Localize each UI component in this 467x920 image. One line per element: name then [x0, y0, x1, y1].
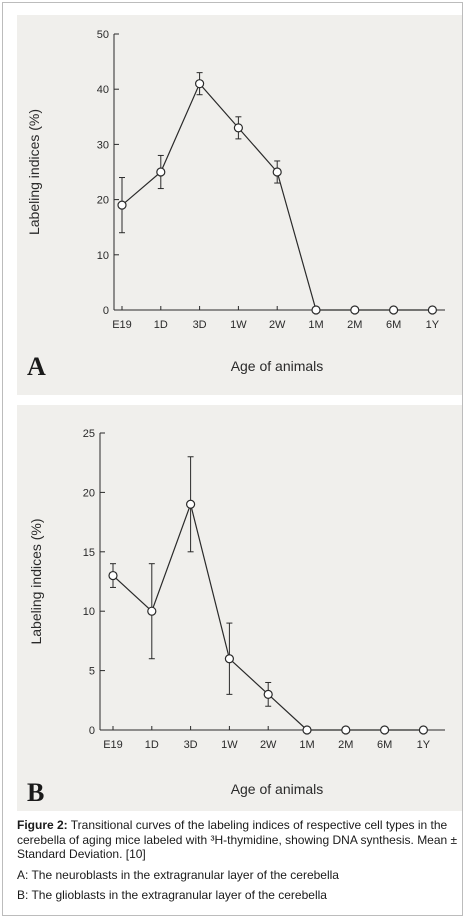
chart-b-data-point: [186, 499, 196, 509]
chart-a-y-tick-label: 10: [97, 250, 109, 262]
chart-b-data-point: [302, 725, 312, 735]
chart-b-x-tick-label: 6M: [377, 739, 392, 751]
chart-a-data-point: [427, 305, 437, 315]
chart-a-x-tick-label: 1W: [230, 319, 247, 331]
chart-b-data-point: [418, 725, 428, 735]
chart-b-x-tick-label: 2M: [338, 739, 353, 751]
chart-a-data-point: [195, 79, 205, 89]
chart-a-x-tick-label: 6M: [386, 319, 401, 331]
chart-a-data-point: [272, 167, 282, 177]
chart-b-x-tick-label: 1M: [299, 739, 314, 751]
chart-a-data-point: [389, 305, 399, 315]
chart-a-data-point: [156, 167, 166, 177]
chart-b-data-point: [147, 606, 157, 616]
chart-a-x-tick-label: 2M: [347, 319, 362, 331]
chart-a-y-axis-title: Labeling indices (%): [26, 109, 42, 235]
chart-b-panel-label: B: [27, 778, 44, 807]
chart-b-x-tick-label: 2W: [260, 739, 277, 751]
chart-a-x-axis-title: Age of animals: [231, 358, 324, 374]
chart-b-x-tick-label: 1D: [145, 739, 159, 751]
chart-a-series-line: [121, 82, 433, 311]
figure-caption: Figure 2: Transitional curves of the lab…: [17, 818, 462, 903]
chart-a-data-point: [117, 200, 127, 210]
chart-b-x-tick-label: 1W: [221, 739, 238, 751]
chart-b-x-tick-label: E19: [103, 739, 123, 751]
chart-a-y-tick-label: 20: [97, 195, 109, 207]
chart-a-x-tick-label: E19: [112, 319, 132, 331]
chart-b-y-tick-label: 25: [83, 428, 95, 440]
chart-b-y-tick-label: 15: [83, 547, 95, 559]
caption-text: Transitional curves of the labeling indi…: [17, 818, 458, 861]
chart-b-data-point: [108, 570, 118, 581]
chart-b-x-tick-label: 1Y: [417, 739, 431, 751]
chart-b-data-point: [341, 725, 351, 735]
chart-b-data-point: [380, 725, 390, 735]
chart-a-y-tick-label: 30: [97, 139, 109, 151]
caption-main: Figure 2: Transitional curves of the lab…: [17, 818, 462, 862]
chart-a-x-tick-label: 1M: [308, 319, 323, 331]
chart-b-y-tick-label: 5: [89, 666, 95, 678]
chart-panel-b: 0 5 10 15 20 25 E19 1D 3D 1W 2W 1M 2M 6M 1Y Age of anim…: [17, 405, 462, 811]
chart-b-y-tick-label: 20: [83, 487, 95, 499]
chart-a-x-tick-label: 1Y: [426, 319, 440, 331]
chart-b-x-axis-title: Age of animals: [231, 781, 324, 797]
chart-a-y-tick-label: 50: [97, 29, 109, 41]
chart-a-x-tick-label: 3D: [193, 319, 207, 331]
chart-b-data-point: [263, 689, 273, 699]
chart-panel-a: 0 10 20 30 40 50 E19 1D 3D 1W 2W 1M 2M 6M 1Y Age of ani…: [17, 15, 462, 395]
chart-a-panel-label: A: [27, 352, 46, 381]
caption-note-b: B: The glioblasts in the extragranular l…: [17, 888, 327, 902]
chart-a-svg: 0 10 20 30 40 50 E19 1D 3D 1W 2W 1M 2M 6M 1Y Age of ani…: [26, 29, 445, 381]
chart-a-data-point: [350, 305, 360, 315]
chart-a-y-tick-label: 40: [97, 84, 109, 96]
chart-b-x-tick-label: 3D: [184, 739, 198, 751]
chart-a-data-point: [233, 123, 243, 133]
chart-a-x-tick-label: 2W: [269, 319, 286, 331]
chart-b-y-axis-title: Labeling indices (%): [28, 518, 44, 644]
chart-b-y-tick-label: 0: [89, 725, 95, 737]
chart-a-data-point: [311, 305, 321, 315]
chart-a-y-tick-label: 0: [103, 305, 109, 317]
chart-b-data-point: [224, 654, 234, 664]
chart-b-y-tick-label: 10: [83, 606, 95, 618]
chart-a-x-tick-label: 1D: [154, 319, 168, 331]
caption-label: Figure 2:: [17, 818, 68, 832]
caption-note-a: A: The neuroblasts in the extragranular …: [17, 867, 339, 882]
chart-b-svg: 0 5 10 15 20 25 E19 1D 3D 1W 2W 1M 2M 6M 1Y Age of anim…: [27, 428, 445, 807]
